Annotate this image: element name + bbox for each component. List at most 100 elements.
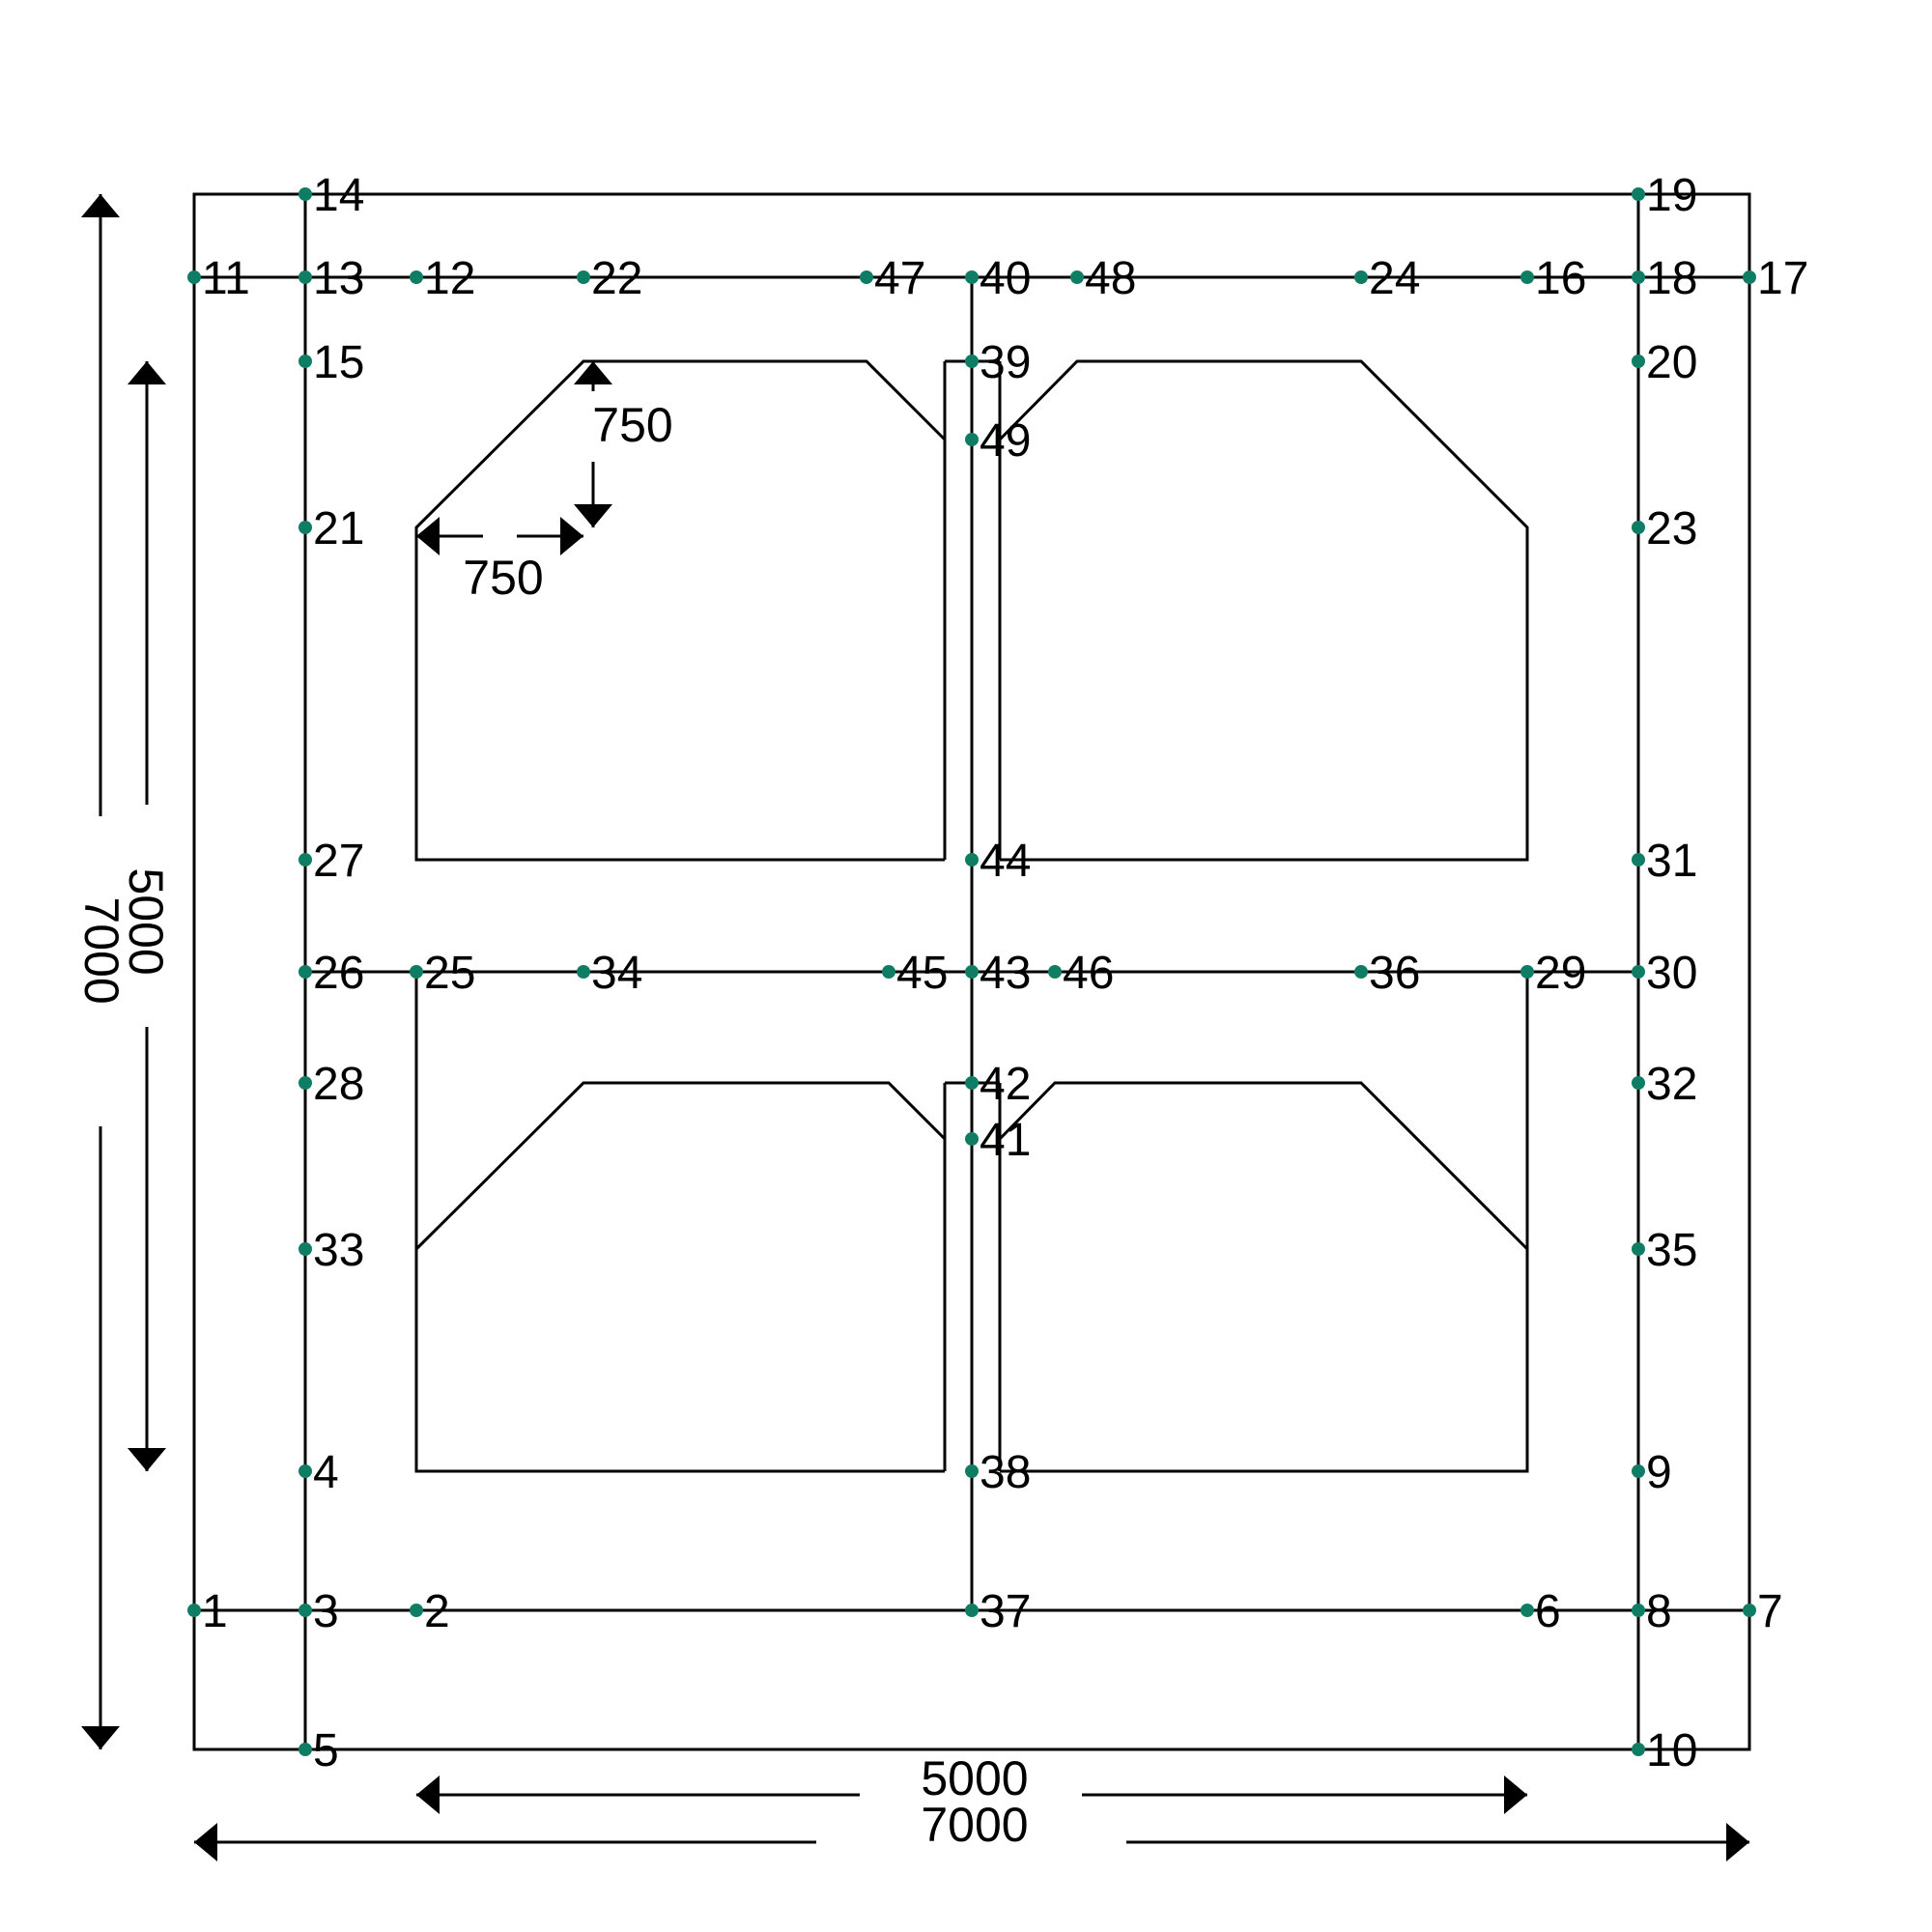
node-4-label: 4 xyxy=(313,1447,339,1498)
node-21-label: 21 xyxy=(313,503,364,554)
dimension-left-outer-label: 7000 xyxy=(74,896,128,1004)
node-34-label: 34 xyxy=(591,948,642,999)
node-36-label: 36 xyxy=(1369,948,1420,999)
node-13-label: 13 xyxy=(313,253,364,304)
node-8-label: 8 xyxy=(1646,1586,1672,1637)
node-31-marker xyxy=(1632,853,1645,867)
node-24-label: 24 xyxy=(1369,253,1420,304)
node-42-marker xyxy=(965,1076,979,1090)
node-26-label: 26 xyxy=(313,948,364,999)
dim-left-inner-top-arrow xyxy=(128,361,166,384)
node-36-marker xyxy=(1354,965,1368,979)
node-25-marker xyxy=(410,965,423,979)
node-14-label: 14 xyxy=(313,170,364,221)
dim-chamfer-h-right-arrow xyxy=(560,517,583,555)
node-45-label: 45 xyxy=(896,948,948,999)
node-3-marker xyxy=(298,1604,312,1617)
node-22-label: 22 xyxy=(591,253,642,304)
node-35-label: 35 xyxy=(1646,1225,1697,1276)
node-38-marker xyxy=(965,1464,979,1478)
node-7-marker xyxy=(1743,1604,1756,1617)
node-18-marker xyxy=(1632,270,1645,284)
node-11-label: 11 xyxy=(202,253,250,304)
node-19-label: 19 xyxy=(1646,170,1697,221)
node-30-label: 30 xyxy=(1646,948,1697,999)
node-41-marker xyxy=(965,1132,979,1146)
node-10-marker xyxy=(1632,1743,1645,1756)
node-12-label: 12 xyxy=(424,253,475,304)
node-22-marker xyxy=(577,270,590,284)
node-13-marker xyxy=(298,270,312,284)
dim-chamfer-h-left-arrow xyxy=(416,517,440,555)
dim-bottom-outer-left-arrow xyxy=(194,1823,217,1861)
outer-boundary xyxy=(192,192,1751,1751)
dimension-bottom-outer-label: 7000 xyxy=(921,1798,1028,1852)
node-41-label: 41 xyxy=(980,1115,1031,1166)
node-27-marker xyxy=(298,853,312,867)
node-32-marker xyxy=(1632,1076,1645,1090)
node-15-marker xyxy=(298,355,312,368)
dimension-labels: 5000 7000 5000 7000 750 750 xyxy=(74,398,1029,1852)
node-7-label: 7 xyxy=(1757,1586,1783,1637)
node-33-label: 33 xyxy=(313,1225,364,1276)
node-47-label: 47 xyxy=(874,253,925,304)
node-28-marker xyxy=(298,1076,312,1090)
node-8-marker xyxy=(1632,1604,1645,1617)
dimension-bottom-inner-label: 5000 xyxy=(921,1751,1028,1805)
node-17-label: 17 xyxy=(1757,253,1808,304)
node-29-marker xyxy=(1520,965,1534,979)
node-40-marker xyxy=(965,270,979,284)
node-46-label: 46 xyxy=(1063,948,1114,999)
upper-cell-left-outline xyxy=(414,359,947,862)
node-39-marker xyxy=(965,355,979,368)
node-24-marker xyxy=(1354,270,1368,284)
lower-cell-right-outline xyxy=(1000,972,1529,1473)
node-20-marker xyxy=(1632,355,1645,368)
dim-chamfer-v-top-arrow xyxy=(574,361,612,384)
node-20-label: 20 xyxy=(1646,337,1697,388)
node-27-label: 27 xyxy=(313,836,364,887)
node-33-marker xyxy=(298,1242,312,1256)
dim-bottom-inner-right-arrow xyxy=(1504,1776,1527,1814)
node-11-marker xyxy=(187,270,201,284)
node-29-label: 29 xyxy=(1535,948,1586,999)
node-2-label: 2 xyxy=(424,1586,450,1637)
node-2-marker xyxy=(410,1604,423,1617)
dimension-chamfer-horizontal-label: 750 xyxy=(463,551,543,605)
node-38-label: 38 xyxy=(980,1447,1031,1498)
node-23-marker xyxy=(1632,521,1645,534)
node-12-marker xyxy=(410,270,423,284)
node-9-marker xyxy=(1632,1464,1645,1478)
node-10-label: 10 xyxy=(1646,1725,1697,1776)
node-42-label: 42 xyxy=(980,1059,1031,1110)
node-46-marker xyxy=(1048,965,1062,979)
node-47-marker xyxy=(860,270,873,284)
dim-left-outer-top-arrow xyxy=(81,194,120,217)
dim-bottom-outer-right-arrow xyxy=(1726,1823,1749,1861)
node-43-marker xyxy=(965,965,979,979)
node-39-label: 39 xyxy=(980,337,1031,388)
node-28-label: 28 xyxy=(313,1059,364,1110)
dim-left-outer-bottom-arrow xyxy=(81,1726,120,1749)
node-15-label: 15 xyxy=(313,337,364,388)
node-25-label: 25 xyxy=(424,948,475,999)
node-14-marker xyxy=(298,187,312,201)
node-45-marker xyxy=(882,965,895,979)
node-1-label: 1 xyxy=(202,1586,228,1637)
node-48-label: 48 xyxy=(1085,253,1136,304)
lower-cell-right-chamfer xyxy=(998,1081,1529,1251)
node-32-label: 32 xyxy=(1646,1059,1697,1110)
dim-chamfer-v-bottom-arrow xyxy=(574,504,612,527)
lower-cell-left-chamfer xyxy=(414,1081,947,1251)
node-4-marker xyxy=(298,1464,312,1478)
node-18-label: 18 xyxy=(1646,253,1697,304)
lower-cell-left-outline xyxy=(414,972,945,1473)
node-34-marker xyxy=(577,965,590,979)
node-48-marker xyxy=(1070,270,1084,284)
node-37-marker xyxy=(965,1604,979,1617)
dimension-lines xyxy=(81,194,1749,1861)
node-5-marker xyxy=(298,1743,312,1756)
node-16-label: 16 xyxy=(1535,253,1586,304)
node-49-marker xyxy=(965,433,979,446)
